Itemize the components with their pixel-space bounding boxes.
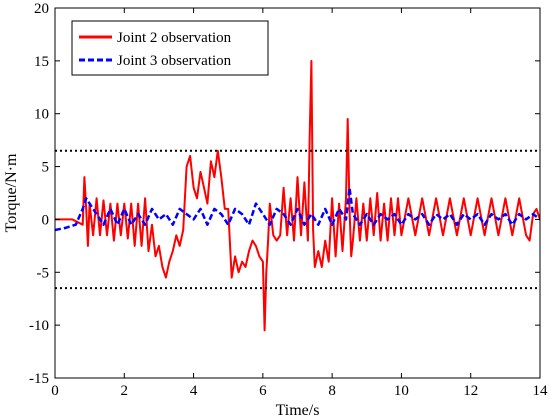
y-tick-label: 15: [34, 54, 49, 70]
x-tick-label: 2: [121, 383, 129, 399]
y-tick-label: -10: [29, 318, 49, 334]
series-line-joint-2: [55, 59, 540, 332]
x-tick-label: 0: [51, 383, 59, 399]
plot-frame: [54, 7, 541, 379]
y-tick-label: 0: [42, 212, 50, 228]
y-tick-label: 10: [34, 107, 49, 123]
x-tick-label: 8: [328, 383, 336, 399]
x-tick-label: 6: [259, 383, 267, 399]
x-axis-label: Time/s: [276, 402, 320, 418]
x-tick-label: 4: [190, 383, 198, 399]
y-tick-label: 5: [42, 160, 50, 176]
series-layer: [55, 59, 540, 332]
y-tick-label: -5: [37, 265, 50, 281]
legend-label-joint-3: Joint 3 observation: [117, 53, 232, 69]
x-tick-label: 14: [533, 383, 549, 399]
y-tick-label: -15: [29, 371, 49, 387]
legend: Joint 2 observation Joint 3 observation: [71, 20, 269, 76]
threshold-layer: [55, 149, 540, 290]
y-tick-label: 20: [34, 1, 49, 17]
legend-label-joint-2: Joint 2 observation: [117, 30, 232, 46]
series-line-joint-3: [55, 186, 540, 232]
x-tick-label: 12: [463, 383, 478, 399]
y-axis-label: Torque/N·m: [3, 153, 20, 232]
x-tick-label: 10: [394, 383, 409, 399]
tick-layer: 0 2 4 6 8 10 12 14 -15 -10 -5 0 5 10 15 20: [29, 1, 548, 399]
legend-box: [71, 20, 269, 76]
